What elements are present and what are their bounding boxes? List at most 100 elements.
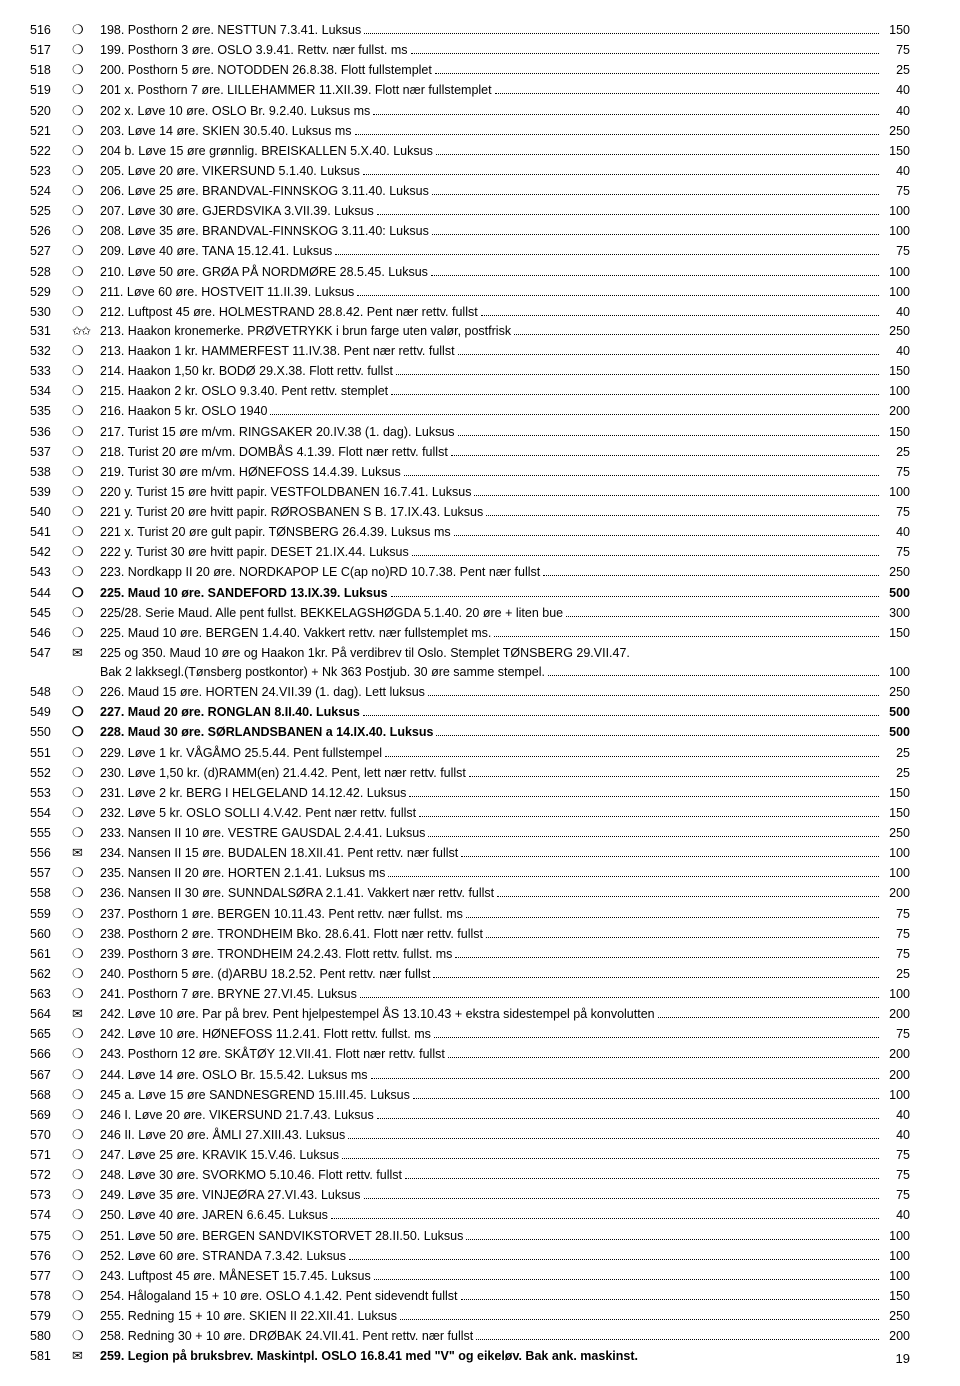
lot-price: 100 — [882, 844, 910, 863]
lot-row: 518❍200. Posthorn 5 øre. NOTODDEN 26.8.3… — [30, 60, 910, 80]
leader-dots — [431, 275, 879, 276]
lot-symbol: ❍ — [72, 60, 100, 80]
leader-dots — [363, 174, 879, 175]
leader-dots — [391, 394, 879, 395]
lot-symbol: ❍ — [72, 583, 100, 603]
lot-number: 565 — [30, 1025, 72, 1044]
lot-row: 567❍244. Løve 14 øre. OSLO Br. 15.5.42. … — [30, 1065, 910, 1085]
lot-symbol: ❍ — [72, 1185, 100, 1205]
leader-dots — [469, 776, 879, 777]
lot-price: 40 — [882, 1106, 910, 1125]
lot-row: 568❍245 a. Løve 15 øre SANDNESGREND 15.I… — [30, 1085, 910, 1105]
lot-price: 40 — [882, 342, 910, 361]
lot-price: 40 — [882, 81, 910, 100]
lot-symbol: ❍ — [72, 221, 100, 241]
leader-dots — [400, 1319, 879, 1320]
lot-price: 40 — [882, 523, 910, 542]
lot-description: 235. Nansen II 20 øre. HORTEN 2.1.41. Lu… — [100, 864, 385, 883]
lot-row: 532❍213. Haakon 1 kr. HAMMERFEST 11.IV.3… — [30, 341, 910, 361]
lot-row: 545❍225/28. Serie Maud. Alle pent fullst… — [30, 603, 910, 623]
lot-description: 201 x. Posthorn 7 øre. LILLEHAMMER 11.XI… — [100, 81, 492, 100]
leader-dots — [494, 636, 879, 637]
lot-row: 562❍240. Posthorn 5 øre. (d)ARBU 18.2.52… — [30, 964, 910, 984]
lot-description: 204 b. Løve 15 øre grønnlig. BREISKALLEN… — [100, 142, 433, 161]
leader-dots — [396, 374, 879, 375]
lot-price: 75 — [882, 945, 910, 964]
lot-price: 250 — [882, 683, 910, 702]
lot-price: 75 — [882, 1146, 910, 1165]
lot-symbol: ❍ — [72, 20, 100, 40]
lot-description: 213. Haakon kronemerke. PRØVETRYKK i bru… — [100, 322, 511, 341]
lot-description: 244. Løve 14 øre. OSLO Br. 15.5.42. Luks… — [100, 1066, 368, 1085]
lot-price: 150 — [882, 142, 910, 161]
lot-price: 75 — [882, 1166, 910, 1185]
leader-dots — [461, 856, 879, 857]
lot-price: 100 — [882, 283, 910, 302]
leader-dots — [543, 575, 879, 576]
lot-number: 549 — [30, 703, 72, 722]
lot-number: 570 — [30, 1126, 72, 1145]
lot-row: 531✩✩213. Haakon kronemerke. PRØVETRYKK … — [30, 322, 910, 341]
leader-dots — [476, 1339, 879, 1340]
lot-row: 520❍202 x. Løve 10 øre. OSLO Br. 9.2.40.… — [30, 101, 910, 121]
leader-dots — [458, 354, 879, 355]
lot-row: 535❍216. Haakon 5 kr. OSLO 1940 200 — [30, 401, 910, 421]
lot-description: 209. Løve 40 øre. TANA 15.12.41. Luksus — [100, 242, 332, 261]
lot-description: 207. Løve 30 øre. GJERDSVIKA 3.VII.39. L… — [100, 202, 374, 221]
leader-dots — [434, 1037, 879, 1038]
leader-dots — [412, 555, 879, 556]
lot-number: 533 — [30, 362, 72, 381]
lot-row: 564✉242. Løve 10 øre. Par på brev. Pent … — [30, 1004, 910, 1024]
lot-description: 218. Turist 20 øre m/vm. DOMBÅS 4.1.39. … — [100, 443, 448, 462]
lot-symbol: ❍ — [72, 823, 100, 843]
lot-number: 576 — [30, 1247, 72, 1266]
lot-number: 521 — [30, 122, 72, 141]
lot-description: 200. Posthorn 5 øre. NOTODDEN 26.8.38. F… — [100, 61, 432, 80]
lot-price: 150 — [882, 21, 910, 40]
lot-number: 536 — [30, 423, 72, 442]
lot-description: 222 y. Turist 30 øre hvitt papir. DESET … — [100, 543, 409, 562]
lot-symbol: ❍ — [72, 121, 100, 141]
lot-price: 150 — [882, 362, 910, 381]
lot-symbol: ✉ — [72, 643, 100, 663]
lot-number: 562 — [30, 965, 72, 984]
lot-number: 539 — [30, 483, 72, 502]
lot-price: 75 — [882, 543, 910, 562]
lot-row: 578❍254. Hålogaland 15 + 10 øre. OSLO 4.… — [30, 1286, 910, 1306]
leader-dots — [436, 154, 879, 155]
leader-dots — [436, 735, 879, 736]
lot-row: 523❍205. Løve 20 øre. VIKERSUND 5.1.40. … — [30, 161, 910, 181]
lot-symbol: ✉ — [72, 1004, 100, 1024]
lot-number: 516 — [30, 21, 72, 40]
lot-description: 249. Løve 35 øre. VINJEØRA 27.VI.43. Luk… — [100, 1186, 361, 1205]
lot-number: 519 — [30, 81, 72, 100]
lot-price: 75 — [882, 503, 910, 522]
lot-number: 517 — [30, 41, 72, 60]
leader-dots — [466, 1239, 879, 1240]
lot-row: 543❍223. Nordkapp II 20 øre. NORDKAPOP L… — [30, 562, 910, 582]
lot-symbol: ❍ — [72, 40, 100, 60]
lot-description: 238. Posthorn 2 øre. TRONDHEIM Bko. 28.6… — [100, 925, 483, 944]
lot-description: 213. Haakon 1 kr. HAMMERFEST 11.IV.38. P… — [100, 342, 455, 361]
lot-number: 527 — [30, 242, 72, 261]
lot-row: 541❍221 x. Turist 20 øre gult papir. TØN… — [30, 522, 910, 542]
leader-dots — [433, 977, 879, 978]
leader-dots — [355, 134, 879, 135]
lot-description-cont: Bak 2 lakksegl.(Tønsberg postkontor) + N… — [100, 663, 545, 682]
lot-description: 234. Nansen II 15 øre. BUDALEN 18.XII.41… — [100, 844, 458, 863]
leader-dots — [270, 414, 879, 415]
lot-row: 536❍217. Turist 15 øre m/vm. RINGSAKER 2… — [30, 422, 910, 442]
lot-row: 537❍218. Turist 20 øre m/vm. DOMBÅS 4.1.… — [30, 442, 910, 462]
lot-number: 563 — [30, 985, 72, 1004]
lot-row: 573❍249. Løve 35 øre. VINJEØRA 27.VI.43.… — [30, 1185, 910, 1205]
lot-price: 75 — [882, 242, 910, 261]
lot-price: 100 — [882, 202, 910, 221]
leader-dots — [461, 1299, 879, 1300]
lot-number: 522 — [30, 142, 72, 161]
lot-row: 574❍250. Løve 40 øre. JAREN 6.6.45. Luks… — [30, 1205, 910, 1225]
lot-price: 100 — [882, 985, 910, 1004]
lot-row: 546❍225. Maud 10 øre. BERGEN 1.4.40. Vak… — [30, 623, 910, 643]
lot-symbol: ❍ — [72, 381, 100, 401]
lot-number: 528 — [30, 263, 72, 282]
lot-description: 226. Maud 15 øre. HORTEN 24.VII.39 (1. d… — [100, 683, 425, 702]
